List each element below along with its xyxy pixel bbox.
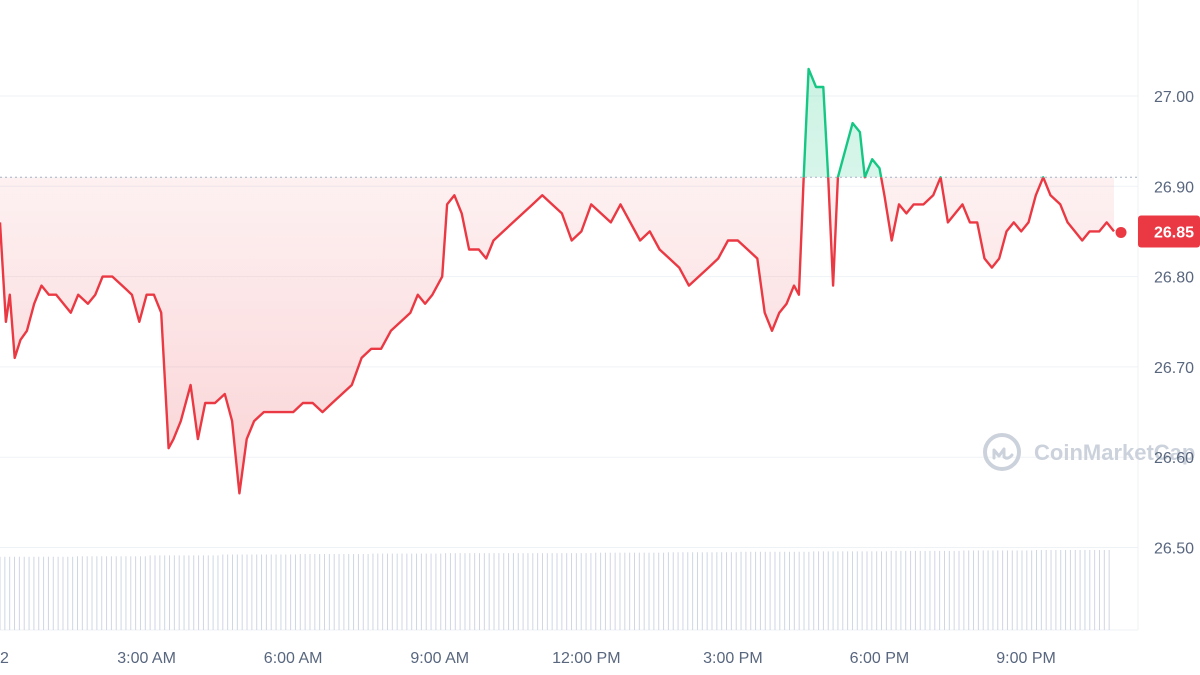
y-axis: 27.00 26.90 26.80 26.70 26.60 26.50 <box>1154 89 1194 558</box>
price-line-below <box>0 177 1115 495</box>
price-area <box>0 68 1114 494</box>
x-axis: 2 3:00 AM 6:00 AM 9:00 AM 12:00 PM 3:00 PM 6:0… <box>0 650 1056 667</box>
x-tick-label: 2 <box>0 650 9 667</box>
current-price-marker <box>1115 226 1127 238</box>
y-tick-label: 26.50 <box>1154 541 1194 558</box>
x-tick-label: 12:00 PM <box>552 650 620 667</box>
y-tick-label: 26.80 <box>1154 270 1194 287</box>
y-tick-label: 26.70 <box>1154 360 1194 377</box>
current-price-badge <box>1138 215 1200 248</box>
x-tick-label: 6:00 PM <box>850 650 910 667</box>
current-price-value: 26.85 <box>1154 224 1194 241</box>
x-tick-label: 3:00 PM <box>703 650 763 667</box>
x-tick-label: 9:00 AM <box>410 650 469 667</box>
y-tick-label: 27.00 <box>1154 89 1194 106</box>
x-tick-label: 9:00 PM <box>996 650 1056 667</box>
y-tick-label: 26.60 <box>1154 450 1194 467</box>
price-area-below <box>0 177 1114 494</box>
coinmarketcap-logo-icon <box>983 433 1021 471</box>
current-price-label: 26.85 <box>1138 215 1200 248</box>
x-tick-label: 6:00 AM <box>264 650 323 667</box>
price-line <box>0 67 1115 495</box>
watermark: CoinMarketCap <box>983 433 1195 471</box>
volume-bars <box>0 550 1110 630</box>
x-tick-label: 3:00 AM <box>117 650 176 667</box>
watermark-text: CoinMarketCap <box>1034 440 1195 465</box>
y-tick-label: 26.90 <box>1154 179 1194 196</box>
